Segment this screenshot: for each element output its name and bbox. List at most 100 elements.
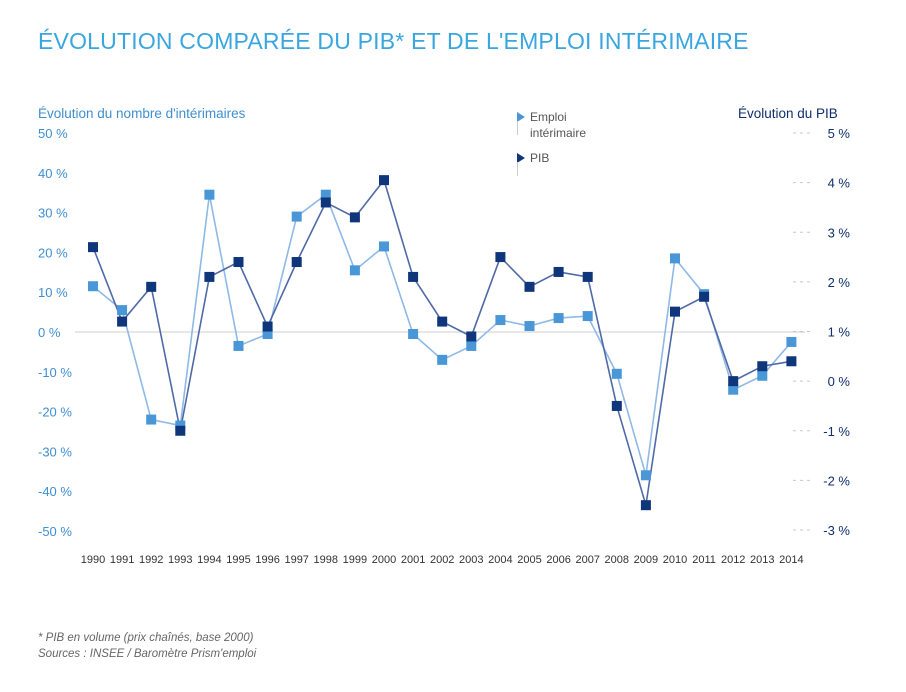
point-pib [495, 252, 506, 263]
y-tick-right: 1 % [828, 325, 851, 340]
x-tick-label: 2008 [605, 554, 629, 566]
y-tick-right: -1 % [823, 424, 850, 439]
x-tick-label: 1993 [168, 554, 192, 566]
point-pib [553, 266, 564, 277]
point-emploi [553, 313, 564, 324]
y-tick-right: 5 % [828, 126, 851, 141]
point-emploi [204, 189, 215, 200]
point-pib [524, 281, 535, 292]
x-tick-label: 2011 [692, 554, 716, 566]
y-tick-left: 50 % [38, 126, 68, 141]
point-pib [175, 425, 186, 436]
point-emploi [670, 253, 680, 264]
y-tick-left: -40 % [38, 484, 72, 499]
x-tick-label: 2002 [430, 554, 454, 566]
point-emploi [349, 265, 360, 276]
legend-tail [517, 162, 518, 176]
x-tick-label: 2004 [488, 554, 512, 566]
legend-label-pib: PIB [530, 151, 550, 165]
legend-item-pib: PIB [517, 150, 610, 176]
point-pib [670, 306, 680, 317]
footnote-line-1: * PIB en volume (prix chaînés, base 2000… [38, 632, 254, 644]
y-tick-right: 2 % [828, 275, 851, 290]
point-pib [640, 500, 651, 511]
x-tick-label: 2012 [721, 554, 745, 566]
point-pib [320, 197, 331, 208]
point-pib [204, 271, 215, 282]
legend-item-emploi: Emploi intérimaire [517, 109, 610, 141]
x-tick-label: 2007 [575, 554, 599, 566]
legend-marker-pib-icon [517, 153, 525, 163]
point-pib [582, 271, 593, 282]
x-tick-label: 1991 [110, 554, 134, 566]
point-pib [291, 257, 302, 268]
y-tick-left: 30 % [38, 206, 68, 221]
point-emploi [117, 305, 128, 316]
legend-tail [517, 121, 518, 135]
y-axis-right-label: Évolution du PIB [738, 106, 838, 121]
y-tick-right: 4 % [828, 176, 851, 191]
point-pib [379, 175, 389, 186]
point-emploi [408, 328, 419, 339]
point-pib [88, 242, 98, 253]
point-pib [408, 271, 419, 282]
footnote: * PIB en volume (prix chaînés, base 2000… [38, 630, 256, 662]
legend-marker-emploi-icon [517, 112, 525, 122]
point-emploi [88, 281, 98, 292]
point-pib [786, 356, 797, 367]
y-tick-left: 10 % [38, 285, 68, 300]
point-pib [262, 321, 273, 332]
point-emploi [524, 321, 535, 332]
point-pib [146, 281, 157, 292]
x-tick-label: 1999 [343, 554, 367, 566]
x-tick-label: 2005 [517, 554, 541, 566]
y-tick-left: 40 % [38, 166, 68, 181]
point-pib [117, 316, 128, 327]
point-pib [437, 316, 448, 327]
x-tick-label: 1990 [81, 554, 105, 566]
point-emploi [757, 370, 768, 381]
point-emploi [175, 420, 186, 431]
point-emploi [291, 211, 302, 222]
point-pib [699, 291, 710, 302]
point-emploi [437, 354, 448, 365]
point-emploi [640, 470, 651, 481]
x-tick-label: 2014 [779, 554, 803, 566]
x-tick-label: 2013 [750, 554, 774, 566]
y-tick-left: 0 % [38, 325, 61, 340]
point-emploi [233, 340, 244, 351]
point-emploi [466, 340, 477, 351]
x-tick-label: 2003 [459, 554, 483, 566]
y-axis-left-label: Évolution du nombre d'intérimaires [38, 106, 246, 121]
x-tick-label: 1998 [314, 554, 338, 566]
y-tick-right: 3 % [828, 225, 851, 240]
point-pib [757, 361, 768, 372]
legend-label-emploi-2: intérimaire [530, 126, 587, 140]
point-pib [349, 212, 360, 223]
x-tick-label: 1992 [139, 554, 163, 566]
point-pib [611, 400, 622, 411]
y-tick-left: 20 % [38, 245, 68, 260]
x-tick-label: 2001 [401, 554, 425, 566]
point-emploi [379, 241, 389, 252]
point-emploi [728, 384, 739, 395]
y-tick-left: -10 % [38, 365, 72, 380]
chart-title: ÉVOLUTION COMPARÉE DU PIB* ET DE L'EMPLO… [38, 28, 749, 54]
point-emploi [320, 189, 331, 200]
y-tick-right: 0 % [828, 374, 851, 389]
point-pib [233, 257, 244, 268]
footnote-line-2: Sources : INSEE / Baromètre Prism'emploi [38, 648, 257, 660]
point-emploi [786, 336, 797, 347]
y-tick-left: -20 % [38, 405, 72, 420]
y-tick-right: -3 % [823, 523, 850, 538]
point-emploi [146, 414, 157, 425]
x-tick-label: 1995 [226, 554, 250, 566]
legend-label-emploi-1: Emploi [530, 110, 567, 124]
point-pib [728, 376, 739, 387]
point-emploi [262, 328, 273, 339]
x-tick-label: 2010 [663, 554, 687, 566]
point-emploi [582, 311, 593, 322]
x-tick-label: 1994 [197, 554, 221, 566]
y-tick-left: -30 % [38, 444, 72, 459]
